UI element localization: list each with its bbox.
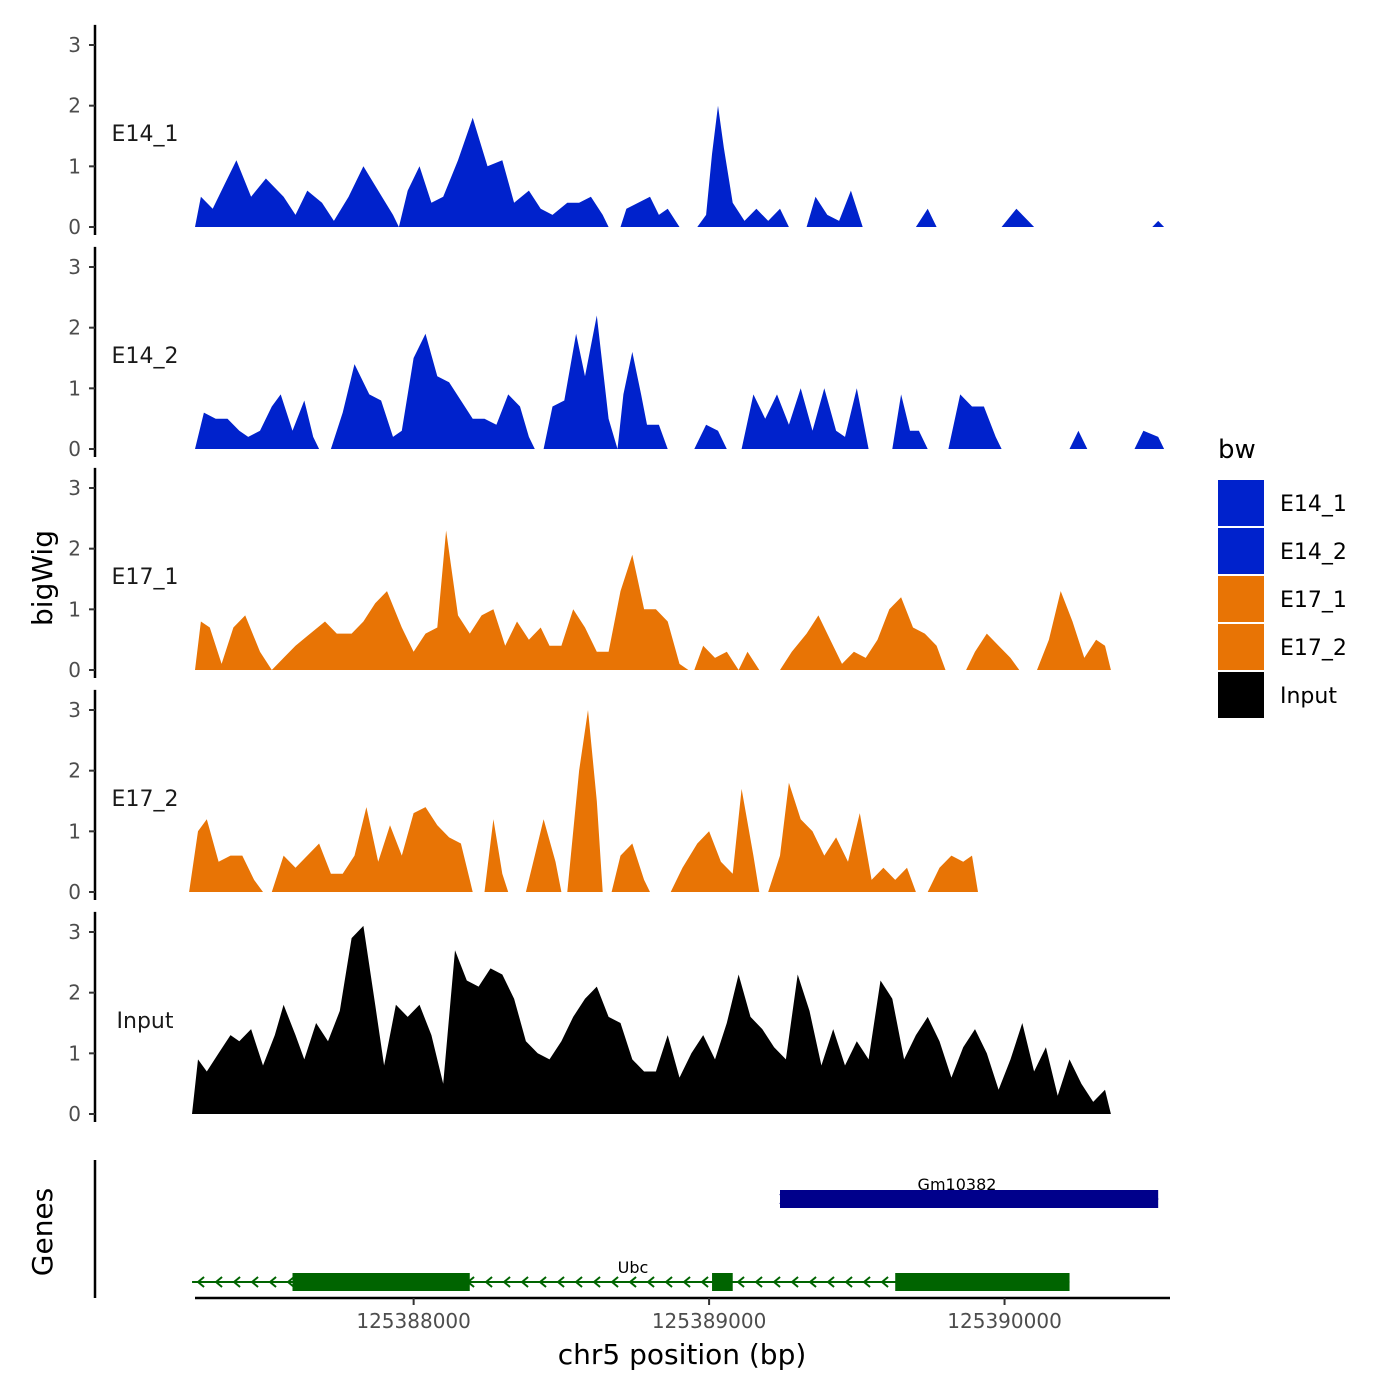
exon-Ubc-2: [895, 1273, 1070, 1291]
x-axis-title: chr5 position (bp): [558, 1338, 807, 1371]
strand-arrow-Ubc: [772, 1276, 781, 1288]
track-E14_2: 0 1 2 3 E14_2: [68, 246, 1165, 461]
x-tick-label-125390000: 125390000: [947, 1309, 1062, 1333]
strand-arrow-Ubc: [502, 1276, 511, 1288]
y-tick-label-E14_1-3: 3: [68, 33, 81, 57]
y-tick-label-E14_2-3: 3: [68, 255, 81, 279]
y-tick-label-E17_1-2: 2: [68, 537, 81, 561]
strand-arrow-Ubc: [826, 1276, 835, 1288]
strand-arrow-Ubc: [268, 1276, 277, 1288]
y-tick-label-E14_2-0: 0: [68, 437, 81, 461]
strand-arrow-Ubc: [250, 1276, 259, 1288]
area-Input: [192, 925, 1111, 1114]
x-tick-label-125388000: 125388000: [356, 1309, 471, 1333]
strand-arrow-Ubc: [880, 1276, 889, 1288]
legend: bw E14_1 E14_2 E17_1 E17_2 Input: [1218, 435, 1347, 718]
gene-Gm10382: Gm10382: [779, 1175, 1159, 1208]
y-tick-label-Input-0: 0: [68, 1102, 81, 1126]
genes-panel: Gm10382 Ubc: [93, 1160, 1159, 1298]
track-label-E14_1: E14_1: [112, 122, 179, 147]
gene-label-Gm10382: Gm10382: [918, 1175, 997, 1194]
area-E17_2: [189, 710, 979, 892]
x-tick-label-125389000: 125389000: [652, 1309, 767, 1333]
track-label-E14_2: E14_2: [112, 344, 179, 369]
legend-label-E17_2: E17_2: [1280, 636, 1347, 661]
strand-arrow-Ubc: [700, 1276, 709, 1288]
y-tick-label-E14_1-1: 1: [68, 154, 81, 178]
signal-tracks: 0 1 2 3 E14_1 0 1 2 3 E14_2 0 1 2 3 E17_1 0 1 2 3 E17_2 0 1 2 3…: [68, 24, 1165, 1126]
strand-arrow-Ubc: [808, 1276, 817, 1288]
strand-arrow-Ubc: [862, 1276, 871, 1288]
strand-arrow-Ubc: [736, 1276, 745, 1288]
strand-arrow-Ubc: [610, 1276, 619, 1288]
legend-swatch-E14_2: [1218, 528, 1264, 574]
x-axis: 125388000 125389000 125390000: [195, 1296, 1170, 1333]
genes-axis-title: Genes: [26, 1188, 59, 1276]
strand-arrow-Ubc: [664, 1276, 673, 1288]
gene-label-Ubc: Ubc: [618, 1258, 649, 1277]
exon-Gm10382-0: [780, 1190, 1159, 1208]
legend-title: bw: [1218, 435, 1256, 465]
y-tick-label-E17_1-0: 0: [68, 658, 81, 682]
legend-swatch-Input: [1218, 672, 1264, 718]
track-Input: 0 1 2 3 Input: [68, 911, 1111, 1126]
strand-arrow-Ubc: [628, 1276, 637, 1288]
strand-arrow-Ubc: [520, 1276, 529, 1288]
area-E14_2: [195, 315, 1165, 449]
y-tick-label-E14_2-1: 1: [68, 376, 81, 400]
track-label-E17_1: E17_1: [112, 565, 179, 590]
legend-label-E14_1: E14_1: [1280, 492, 1347, 517]
y-tick-label-E14_2-2: 2: [68, 316, 81, 340]
strand-arrow-Ubc: [844, 1276, 853, 1288]
track-E17_1: 0 1 2 3 E17_1: [68, 467, 1111, 682]
track-label-Input: Input: [117, 1009, 174, 1034]
legend-swatch-E17_1: [1218, 576, 1264, 622]
y-axis-title: bigWig: [26, 530, 59, 626]
strand-arrow-Ubc: [754, 1276, 763, 1288]
strand-arrow-Ubc: [484, 1276, 493, 1288]
strand-arrow-Ubc: [556, 1276, 565, 1288]
track-E17_2: 0 1 2 3 E17_2: [68, 689, 979, 904]
strand-arrow-Ubc: [592, 1276, 601, 1288]
y-tick-label-E17_1-3: 3: [68, 476, 81, 500]
strand-arrow-Ubc: [196, 1276, 205, 1288]
y-tick-label-E17_1-1: 1: [68, 597, 81, 621]
y-tick-label-E17_2-1: 1: [68, 819, 81, 843]
legend-swatch-E14_1: [1218, 480, 1264, 526]
area-E14_1: [195, 105, 1165, 227]
strand-arrow-Ubc: [286, 1276, 295, 1288]
track-E14_1: 0 1 2 3 E14_1: [68, 24, 1165, 239]
strand-arrow-Ubc: [538, 1276, 547, 1288]
strand-arrow-Ubc: [232, 1276, 241, 1288]
legend-label-E17_1: E17_1: [1280, 588, 1347, 613]
y-tick-label-Input-3: 3: [68, 920, 81, 944]
strand-arrow-Ubc: [574, 1276, 583, 1288]
strand-arrow-Ubc: [214, 1276, 223, 1288]
y-tick-label-Input-2: 2: [68, 981, 81, 1005]
area-E17_1: [195, 530, 1111, 670]
strand-arrow-Ubc: [790, 1276, 799, 1288]
gene-Ubc: Ubc: [192, 1258, 1070, 1291]
legend-swatch-E17_2: [1218, 624, 1264, 670]
strand-arrow-Ubc: [682, 1276, 691, 1288]
y-tick-label-Input-1: 1: [68, 1041, 81, 1065]
y-tick-label-E17_2-0: 0: [68, 880, 81, 904]
y-tick-label-E17_2-3: 3: [68, 698, 81, 722]
strand-arrow-Ubc: [646, 1276, 655, 1288]
exon-Ubc-1: [712, 1273, 733, 1291]
track-label-E17_2: E17_2: [112, 787, 179, 812]
exon-Ubc-0: [292, 1273, 470, 1291]
y-tick-label-E17_2-2: 2: [68, 759, 81, 783]
legend-label-Input: Input: [1280, 684, 1337, 709]
y-tick-label-E14_1-2: 2: [68, 94, 81, 118]
legend-label-E14_2: E14_2: [1280, 540, 1347, 565]
y-tick-label-E14_1-0: 0: [68, 215, 81, 239]
